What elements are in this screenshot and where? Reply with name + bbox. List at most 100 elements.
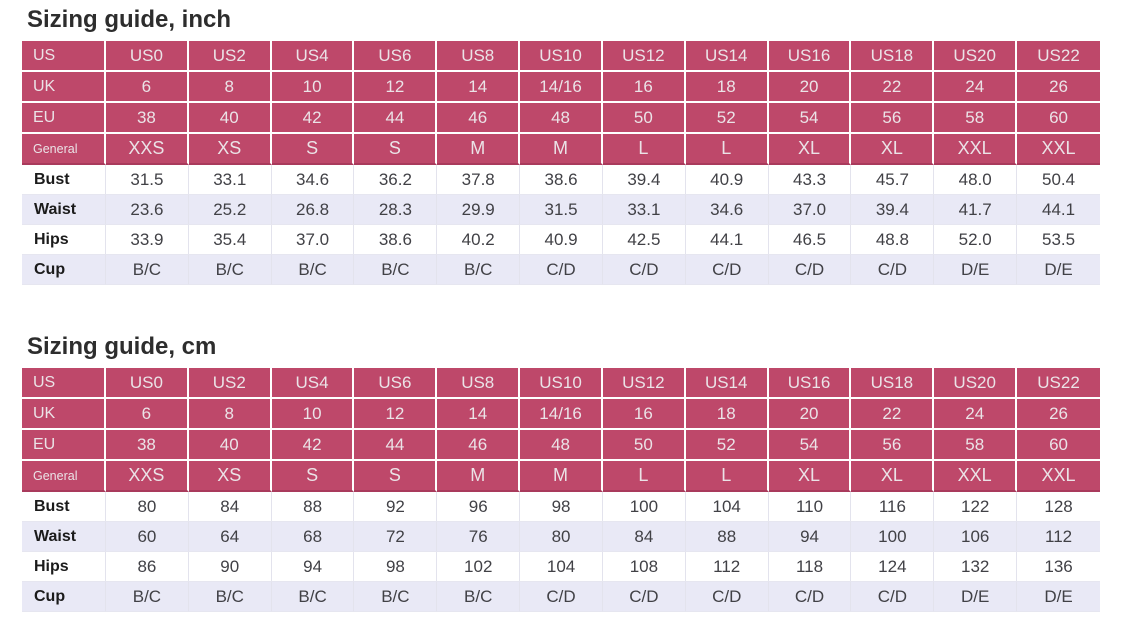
sizing-guide-cm-section: Sizing guide, cm US US0 US2 US4 US6 US8 US10 US… [22,333,1100,612]
size-cell: 41.7 [934,195,1018,225]
size-cell: 25.2 [188,195,272,225]
sizing-guide-inch-section: Sizing guide, inch US US0 US2 US4 US6 US8 US10… [22,6,1100,285]
size-cell: 80 [106,492,189,522]
header-row-label: US [22,41,106,72]
header-row-uk: UK 6 8 10 12 14 14/16 16 18 20 22 24 26 [22,72,1100,103]
size-cell: 36.2 [354,165,438,195]
size-cell: 31.5 [520,195,603,225]
size-cell: 42.5 [602,225,686,255]
header-cell: 6 [106,399,189,430]
header-cell: US16 [768,41,852,72]
size-cell: 76 [437,522,521,552]
table-row-cup: Cup B/C B/C B/C B/C B/C C/D C/D C/D C/D C/D D/E D/E [22,582,1100,612]
size-cell: B/C [106,582,189,612]
header-row-eu: EU 38 40 42 44 46 48 50 52 54 56 58 60 [22,430,1100,461]
size-cell: 53.5 [1017,225,1100,255]
header-cell: 20 [768,399,852,430]
size-cell: C/D [520,255,603,285]
size-cell: D/E [934,255,1018,285]
header-cell: 12 [354,399,438,430]
size-cell: B/C [437,255,521,285]
size-cell: 33.1 [602,195,686,225]
header-cell: US8 [437,368,521,399]
header-cell: 56 [851,103,935,134]
size-cell: B/C [354,582,438,612]
section-title-inch: Sizing guide, inch [27,6,231,33]
size-cell: 112 [1017,522,1100,552]
header-cell: 26 [1017,72,1100,103]
size-cell: 29.9 [437,195,521,225]
size-cell: B/C [271,255,355,285]
size-cell: 34.6 [685,195,769,225]
size-cell: 104 [685,492,769,522]
header-cell: 18 [685,399,769,430]
size-cell: 92 [354,492,438,522]
header-cell: 14/16 [520,399,603,430]
size-cell: 98 [354,552,438,582]
header-cell: 12 [354,72,438,103]
size-cell: 48.0 [934,165,1018,195]
header-cell: 20 [768,72,852,103]
header-cell: 14 [437,399,521,430]
size-cell: 50.4 [1017,165,1100,195]
header-cell: 24 [934,72,1018,103]
header-cell: L [685,461,769,492]
size-cell: 132 [934,552,1018,582]
header-cell: US12 [602,41,686,72]
size-cell: 124 [851,552,935,582]
size-cell: 46.5 [768,225,852,255]
header-cell: XXL [934,134,1018,165]
size-table-inch: US US0 US2 US4 US6 US8 US10 US12 US14 US16 US18 US2… [22,41,1100,285]
header-cell: 42 [271,103,355,134]
header-row-general: General XXS XS S S M M L L XL XL XXL XXL [22,134,1100,165]
size-cell: 39.4 [851,195,935,225]
header-cell: XL [768,134,852,165]
size-cell: B/C [106,255,189,285]
header-cell: 40 [188,430,272,461]
header-row-label: US [22,368,106,399]
size-cell: C/D [768,255,852,285]
header-cell: US6 [354,41,438,72]
size-cell: 64 [188,522,272,552]
header-cell: 60 [1017,103,1100,134]
size-cell: 94 [768,522,852,552]
size-cell: 68 [271,522,355,552]
header-cell: XXS [106,134,189,165]
header-cell: L [602,134,686,165]
size-cell: 110 [768,492,852,522]
size-cell: 102 [437,552,521,582]
table-row-hips: Hips 33.9 35.4 37.0 38.6 40.2 40.9 42.5 44.1 46.5… [22,225,1100,255]
header-cell: XXL [1017,461,1100,492]
header-cell: XS [188,461,272,492]
header-cell: 44 [354,430,438,461]
header-cell: 46 [437,430,521,461]
header-cell: 24 [934,399,1018,430]
header-cell: US22 [1017,41,1100,72]
header-cell: XXS [106,461,189,492]
size-cell: 80 [520,522,603,552]
header-cell: US12 [602,368,686,399]
size-cell: B/C [188,582,272,612]
header-cell: XL [851,461,935,492]
header-row-label: UK [22,72,106,103]
size-cell: B/C [354,255,438,285]
header-cell: 46 [437,103,521,134]
header-cell: 38 [106,103,189,134]
table-row-waist: Waist 23.6 25.2 26.8 28.3 29.9 31.5 33.1 34.6 37.… [22,195,1100,225]
header-cell: 52 [685,430,769,461]
row-label: Waist [22,522,106,552]
header-cell: US10 [520,368,603,399]
size-cell: 40.9 [685,165,769,195]
header-cell: L [602,461,686,492]
header-cell: US16 [768,368,852,399]
header-cell: M [437,134,521,165]
header-cell: XXL [1017,134,1100,165]
header-row-eu: EU 38 40 42 44 46 48 50 52 54 56 58 60 [22,103,1100,134]
header-cell: 8 [188,399,272,430]
header-cell: US2 [188,41,272,72]
size-cell: 38.6 [354,225,438,255]
size-cell: 31.5 [106,165,189,195]
size-table-cm: US US0 US2 US4 US6 US8 US10 US12 US14 US16 US18 US2… [22,368,1100,612]
header-cell: XL [768,461,852,492]
row-label: Waist [22,195,106,225]
